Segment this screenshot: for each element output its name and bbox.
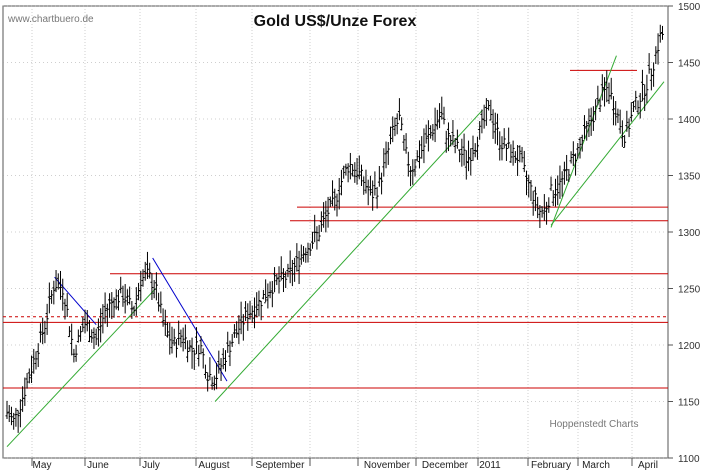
x-tick-label: July [142, 460, 160, 470]
uptrend-line [6, 288, 157, 448]
y-tick-label: 1350 [678, 172, 701, 183]
y-tick-label: 1200 [678, 341, 701, 352]
x-tick-label: May [33, 460, 52, 470]
y-tick-label: 1450 [678, 59, 701, 70]
y-tick-label: 1250 [678, 285, 701, 296]
x-tick-label: June [87, 460, 109, 470]
source-label: www.chartbuero.de [7, 14, 94, 25]
credit-label: Hoppenstedt Charts [550, 419, 639, 430]
y-tick-label: 1150 [678, 398, 700, 409]
downtrend-line [54, 276, 97, 325]
x-tick-label: February [531, 460, 571, 470]
y-tick-label: 1300 [678, 228, 701, 239]
y-tick-label: 1500 [678, 2, 701, 13]
chart-title: Gold US$/Unze Forex [254, 13, 417, 30]
x-tick-label: August [198, 460, 229, 470]
x-tick-label: April [638, 460, 658, 470]
x-tick-label: December [422, 460, 469, 470]
x-tick-label: September [256, 460, 306, 470]
x-tick-label: March [582, 460, 610, 470]
y-tick-label: 1400 [678, 115, 701, 126]
uptrend-line [550, 55, 617, 228]
uptrend-line [214, 109, 484, 402]
x-tick-label: 2011 [479, 460, 501, 470]
price-bars [5, 24, 665, 433]
y-tick-label: 1100 [678, 454, 700, 465]
downtrend-line [152, 257, 228, 382]
x-tick-label: November [364, 460, 411, 470]
